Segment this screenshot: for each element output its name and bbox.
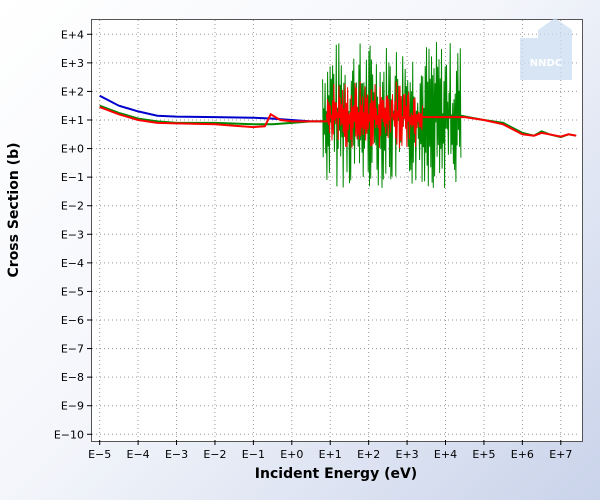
y-tick-label: E+2 bbox=[61, 85, 84, 98]
x-tick-label: E+7 bbox=[549, 448, 572, 461]
x-tick-label: E+4 bbox=[434, 448, 457, 461]
y-tick-label: E−5 bbox=[61, 285, 84, 298]
series-line bbox=[99, 106, 327, 129]
y-tick-label: E+1 bbox=[61, 114, 84, 127]
y-tick-label: E−4 bbox=[61, 257, 84, 270]
x-tick-label: E+0 bbox=[280, 448, 303, 461]
x-tick-label: E+5 bbox=[472, 448, 495, 461]
x-axis-title: Incident Energy (eV) bbox=[255, 466, 417, 482]
x-axis-ticks: E−5 E−4 E−3 E−2 E−1 E+0 E+1 E+2 E+3 E+4 E+5 E+6 E+7 bbox=[88, 440, 572, 461]
y-tick-label: E+0 bbox=[61, 143, 84, 156]
nndc-watermark: NNDC bbox=[520, 18, 572, 80]
resonance-trace bbox=[325, 81, 423, 149]
x-tick-label: E+6 bbox=[511, 448, 534, 461]
y-axis-title: Cross Section (b) bbox=[6, 143, 22, 278]
y-tick-label: E−3 bbox=[61, 228, 84, 241]
y-tick-label: E−2 bbox=[61, 200, 84, 213]
x-tick-label: E−2 bbox=[203, 448, 226, 461]
x-tick-label: E+1 bbox=[319, 448, 342, 461]
y-tick-label: E−6 bbox=[61, 314, 84, 327]
y-tick-label: E−10 bbox=[54, 428, 84, 441]
plot-area bbox=[91, 19, 583, 442]
x-tick-label: E+3 bbox=[396, 448, 419, 461]
y-tick-label: E−7 bbox=[61, 343, 84, 356]
y-tick-label: E−9 bbox=[61, 400, 84, 413]
watermark-text: NNDC bbox=[530, 58, 562, 69]
data-series bbox=[99, 42, 577, 188]
y-tick-label: E+3 bbox=[61, 57, 84, 70]
y-tick-label: E−1 bbox=[61, 171, 84, 184]
y-axis-ticks: E+4 E+3 E+2 E+1 E+0 E−1 E−2 E−3 E−4 E−5 E−6 E−7 E−8 E… bbox=[54, 28, 92, 441]
x-tick-label: E−1 bbox=[242, 448, 265, 461]
watermark-house-icon bbox=[520, 18, 572, 80]
x-tick-label: E−4 bbox=[127, 448, 150, 461]
x-tick-label: E−3 bbox=[165, 448, 188, 461]
y-tick-label: E+4 bbox=[61, 28, 84, 41]
x-tick-label: E+2 bbox=[357, 448, 380, 461]
x-tick-label: E−5 bbox=[88, 448, 111, 461]
series-tail-line bbox=[422, 116, 577, 138]
y-tick-label: E−8 bbox=[61, 371, 84, 384]
